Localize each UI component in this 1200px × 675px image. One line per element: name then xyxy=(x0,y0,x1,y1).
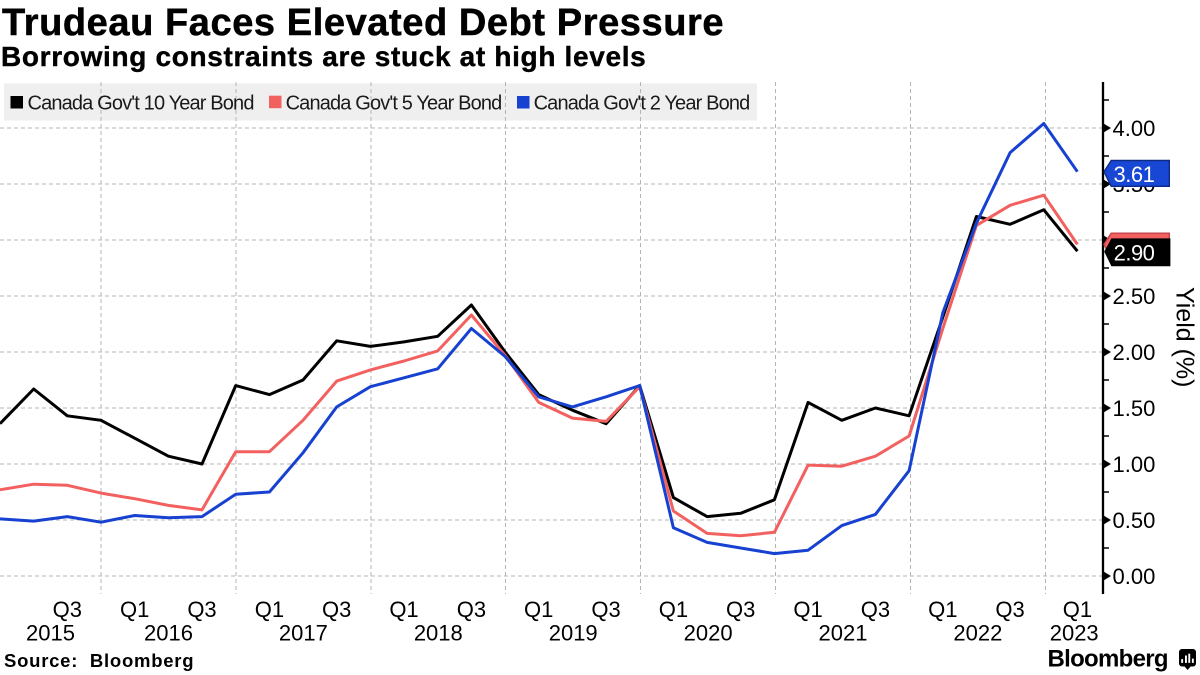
svg-text:Q3: Q3 xyxy=(187,597,216,622)
svg-text:Q3: Q3 xyxy=(457,597,486,622)
svg-text:Source: Bloomberg: Source: Bloomberg xyxy=(4,650,194,671)
svg-text:Canada Gov't 10 Year Bond: Canada Gov't 10 Year Bond xyxy=(28,93,254,115)
svg-text:1.50: 1.50 xyxy=(1113,396,1156,421)
svg-text:2.90: 2.90 xyxy=(1114,241,1155,266)
svg-text:Canada Gov't 2 Year Bond: Canada Gov't 2 Year Bond xyxy=(534,93,750,115)
svg-text:Q1: Q1 xyxy=(793,597,822,622)
svg-text:Q3: Q3 xyxy=(995,597,1024,622)
svg-text:Q1: Q1 xyxy=(389,597,418,622)
svg-text:Q3: Q3 xyxy=(53,597,82,622)
svg-text:Q1: Q1 xyxy=(524,597,553,622)
svg-text:2017: 2017 xyxy=(279,621,328,646)
svg-text:Q3: Q3 xyxy=(322,597,351,622)
svg-text:Q1: Q1 xyxy=(659,597,688,622)
svg-text:0.50: 0.50 xyxy=(1113,508,1156,533)
svg-text:Q3: Q3 xyxy=(591,597,620,622)
svg-text:Q1: Q1 xyxy=(255,597,284,622)
svg-text:2019: 2019 xyxy=(549,621,598,646)
svg-text:Q3: Q3 xyxy=(861,597,890,622)
svg-text:2018: 2018 xyxy=(414,621,463,646)
svg-text:Bloomberg: Bloomberg xyxy=(1048,646,1168,673)
svg-text:Q1: Q1 xyxy=(928,597,957,622)
svg-text:4.00: 4.00 xyxy=(1113,116,1156,141)
svg-text:Canada Gov't 5 Year Bond: Canada Gov't 5 Year Bond xyxy=(286,93,502,115)
svg-text:Q3: Q3 xyxy=(726,597,755,622)
svg-text:1.00: 1.00 xyxy=(1113,452,1156,477)
svg-text:0.00: 0.00 xyxy=(1113,564,1156,589)
svg-text:2022: 2022 xyxy=(953,621,1002,646)
svg-text:2021: 2021 xyxy=(819,621,868,646)
svg-text:Q1: Q1 xyxy=(1063,597,1092,622)
svg-text:2020: 2020 xyxy=(684,621,733,646)
svg-text:2015: 2015 xyxy=(26,621,75,646)
svg-text:2023: 2023 xyxy=(1050,621,1099,646)
svg-text:2.50: 2.50 xyxy=(1113,284,1156,309)
svg-text:Q1: Q1 xyxy=(120,597,149,622)
svg-text:Yield (%): Yield (%) xyxy=(1171,287,1199,388)
svg-text:2.00: 2.00 xyxy=(1113,340,1156,365)
svg-text:2016: 2016 xyxy=(144,621,193,646)
svg-text:3.61: 3.61 xyxy=(1114,162,1155,187)
